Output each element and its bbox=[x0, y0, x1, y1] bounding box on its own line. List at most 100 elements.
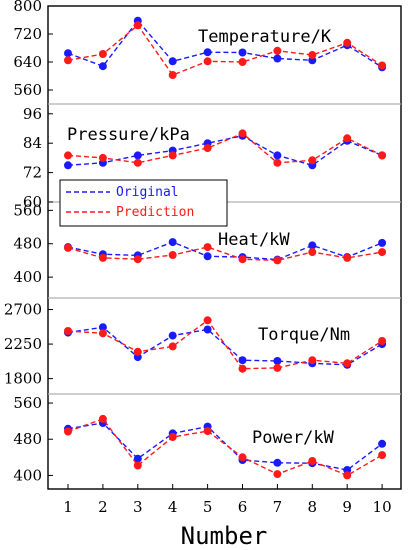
data-point-original bbox=[273, 357, 282, 365]
data-point-prediction bbox=[378, 61, 387, 70]
data-point-prediction bbox=[343, 134, 352, 143]
data-point-original bbox=[273, 151, 282, 160]
data-point-original bbox=[168, 331, 177, 340]
data-point-prediction bbox=[133, 158, 142, 167]
series-line-original bbox=[67, 19, 383, 68]
data-point-original bbox=[64, 161, 72, 170]
data-point-original bbox=[64, 49, 72, 58]
data-point-prediction bbox=[133, 255, 142, 264]
data-point-prediction bbox=[64, 427, 72, 436]
data-point-original bbox=[98, 62, 107, 71]
y-tick-label: 84 bbox=[23, 134, 42, 152]
panel-5: 400 480 560 Power/kW bbox=[13, 394, 387, 484]
data-point-prediction bbox=[273, 363, 282, 372]
data-point-prediction bbox=[308, 457, 317, 465]
series-line-prediction bbox=[67, 132, 383, 164]
y-tick-label: 400 bbox=[13, 466, 42, 484]
data-point-original bbox=[168, 57, 177, 66]
y-tick-label: 640 bbox=[13, 53, 42, 71]
x-tick-label: 3 bbox=[133, 498, 143, 516]
panel-2: 60 72 84 96 Pressure/kPa bbox=[23, 105, 401, 211]
data-point-original bbox=[203, 48, 212, 57]
y-tick-label: 480 bbox=[13, 235, 42, 253]
data-point-prediction bbox=[133, 461, 142, 470]
data-point-original bbox=[98, 323, 107, 332]
panel-title: Torque/Nm bbox=[258, 325, 350, 345]
panel-title: Temperature/K bbox=[198, 27, 332, 47]
data-point-original bbox=[238, 356, 247, 365]
data-point-prediction bbox=[238, 364, 247, 373]
data-point-prediction bbox=[168, 151, 177, 160]
y-tick-label: 2700 bbox=[4, 301, 42, 319]
data-point-original bbox=[273, 458, 282, 467]
data-point-prediction bbox=[273, 256, 282, 265]
data-point-prediction bbox=[64, 243, 72, 252]
data-point-prediction bbox=[203, 57, 212, 66]
x-tick-label: 4 bbox=[168, 498, 178, 516]
data-point-prediction bbox=[273, 158, 282, 167]
x-axis-title: Number bbox=[181, 522, 268, 550]
data-point-prediction bbox=[238, 453, 247, 462]
data-point-prediction bbox=[378, 248, 387, 257]
data-point-prediction bbox=[203, 243, 212, 252]
data-point-prediction bbox=[238, 255, 247, 264]
data-point-prediction bbox=[64, 56, 72, 65]
data-point-prediction bbox=[308, 356, 317, 365]
data-point-prediction bbox=[168, 71, 177, 79]
x-tick-label: 6 bbox=[238, 498, 248, 516]
data-point-prediction bbox=[168, 433, 177, 441]
data-point-prediction bbox=[133, 347, 142, 356]
data-point-prediction bbox=[343, 38, 352, 47]
data-point-prediction bbox=[98, 153, 107, 162]
data-point-original bbox=[168, 238, 177, 247]
x-tick-label: 5 bbox=[203, 498, 213, 516]
panel-3: 400 480 560 Heat/kW bbox=[13, 201, 401, 299]
x-tick-label: 8 bbox=[308, 498, 318, 516]
data-point-prediction bbox=[64, 327, 72, 335]
data-point-original bbox=[203, 325, 212, 334]
data-point-prediction bbox=[378, 151, 387, 160]
y-tick-label: 1800 bbox=[4, 370, 42, 388]
series-line-prediction bbox=[67, 246, 383, 262]
x-tick-label: 9 bbox=[342, 498, 352, 516]
y-tick-label: 72 bbox=[23, 164, 42, 182]
data-point-prediction bbox=[273, 46, 282, 55]
data-point-prediction bbox=[238, 129, 247, 138]
data-point-prediction bbox=[168, 342, 177, 351]
data-point-prediction bbox=[273, 470, 282, 479]
data-point-prediction bbox=[378, 337, 387, 345]
plot-frame bbox=[47, 5, 402, 490]
legend-box bbox=[59, 179, 228, 227]
series-line-original bbox=[67, 241, 383, 261]
y-tick-label: 560 bbox=[13, 394, 42, 412]
series-line-prediction bbox=[67, 418, 383, 477]
data-point-prediction bbox=[98, 50, 107, 58]
y-tick-label: 800 bbox=[13, 0, 42, 15]
data-point-prediction bbox=[308, 248, 317, 257]
data-point-original bbox=[238, 48, 247, 57]
data-point-prediction bbox=[64, 151, 72, 160]
legend-label: Prediction bbox=[116, 205, 194, 220]
data-point-prediction bbox=[203, 144, 212, 153]
legend: Original Prediction bbox=[59, 179, 228, 227]
y-tick-label: 720 bbox=[13, 25, 42, 43]
data-point-prediction bbox=[343, 471, 352, 480]
y-tick-label: 2250 bbox=[4, 335, 42, 353]
y-tick-label: 480 bbox=[13, 430, 42, 448]
data-point-prediction bbox=[203, 427, 212, 436]
data-point-prediction bbox=[343, 253, 352, 262]
panel-title: Heat/kW bbox=[218, 230, 290, 250]
data-point-prediction bbox=[308, 156, 317, 165]
data-point-prediction bbox=[133, 21, 142, 30]
data-point-prediction bbox=[203, 316, 212, 325]
panel-4: 1800 2250 2700 Torque/Nm bbox=[4, 301, 401, 395]
x-tick-label: 7 bbox=[273, 498, 283, 516]
x-tick-label: 1 bbox=[63, 498, 73, 516]
data-point-original bbox=[378, 439, 387, 448]
y-tick-label: 560 bbox=[13, 81, 42, 99]
legend-label: Original bbox=[116, 185, 179, 200]
data-point-prediction bbox=[168, 251, 177, 259]
y-tick-label: 60 bbox=[23, 193, 42, 211]
